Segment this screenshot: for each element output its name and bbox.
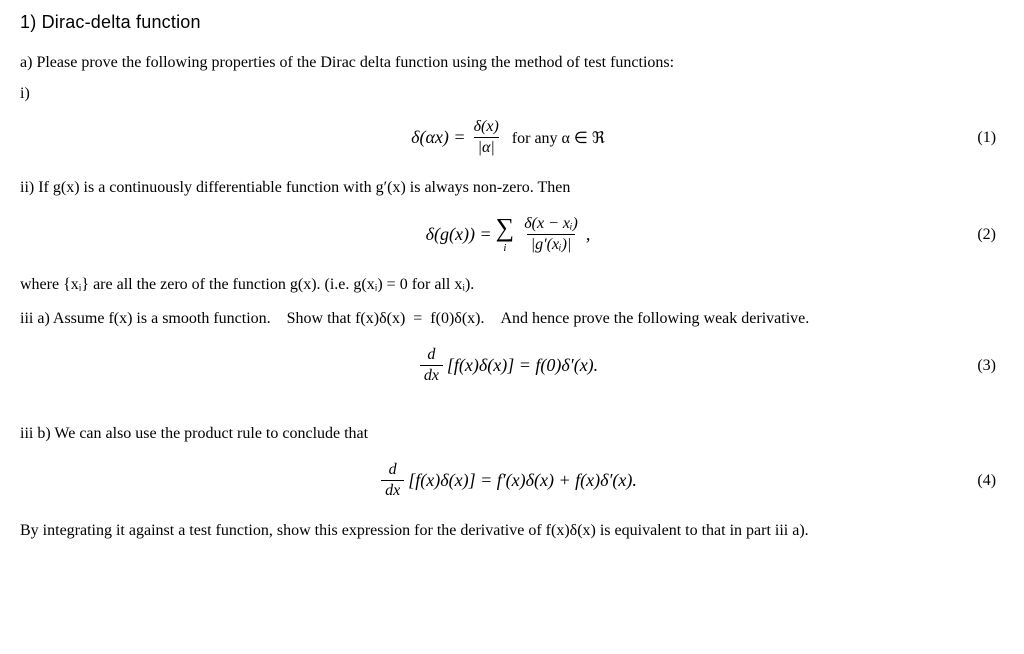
eq3-deriv-den: dx [420, 365, 443, 386]
eqnum-3: (3) [977, 357, 996, 374]
eq1-frac-den: |α| [474, 137, 499, 158]
part-iiia: iii a) Assume f(x) is a smooth function.… [20, 307, 1004, 331]
part-iiib-post: By integrating it against a test functio… [20, 519, 1004, 543]
equation-4: d dx [f(x)δ(x)] = f′(x)δ(x) + f(x)δ′(x).… [20, 460, 1004, 501]
part-a-label: a) [20, 54, 32, 71]
eq1-set: ℜ [592, 130, 605, 147]
section-title: Dirac-delta function [42, 12, 201, 32]
eq2-body: δ(g(x)) = ∑ i δ(x − xᵢ) |g′(xᵢ)| , [425, 214, 592, 255]
eq3-deriv: d dx [420, 345, 443, 386]
eq4-deriv: d dx [381, 460, 404, 501]
eq2-frac: δ(x − xᵢ) |g′(xᵢ)| [520, 214, 582, 255]
eq-number-3: (3) [599, 357, 1004, 375]
eqnum-4: (4) [977, 472, 996, 489]
equation-3: d dx [f(x)δ(x)] = f(0)δ′(x). (3) [20, 345, 1004, 386]
part-ii-post: where {xᵢ} are all the zero of the funct… [20, 273, 1004, 297]
equation-2: δ(g(x)) = ∑ i δ(x − xᵢ) |g′(xᵢ)| , (2) [20, 214, 1004, 255]
equation-1: δ(αx) = δ(x) |α| for any α ∈ ℜ (1) [20, 117, 1004, 158]
eqnum-2: (2) [977, 226, 996, 243]
eq4-body: d dx [f(x)δ(x)] = f′(x)δ(x) + f(x)δ′(x). [378, 460, 638, 501]
eq-body: δ(αx) = δ(x) |α| for any α ∈ ℜ [410, 117, 606, 158]
part-a-intro: a) Please prove the following properties… [20, 51, 1004, 75]
section-heading: 1) Dirac-delta function [20, 12, 1004, 33]
sum-subscript: i [503, 243, 506, 254]
part-iiia-label: iii a) [20, 310, 50, 327]
eq4-deriv-den: dx [381, 480, 404, 501]
part-ii-label: ii) [20, 179, 34, 196]
eq1-frac: δ(x) |α| [470, 117, 503, 158]
eq2-frac-num: δ(x − xᵢ) [520, 214, 582, 234]
eqnum-1: (1) [977, 129, 996, 146]
section-number: 1) [20, 12, 36, 32]
eq4-expr: [f(x)δ(x)] = f′(x)δ(x) + f(x)δ′(x). [408, 470, 637, 491]
part-ii-pre: If g(x) is a continuously differentiable… [38, 179, 570, 196]
part-i-label: i) [20, 85, 1004, 103]
sum-icon: ∑ i [496, 215, 515, 254]
eq1-lhs: δ(αx) = [411, 127, 465, 148]
eq2-comma: , [586, 224, 591, 245]
eq2-frac-den: |g′(xᵢ)| [527, 234, 576, 255]
part-ii: ii) If g(x) is a continuously differenti… [20, 176, 1004, 200]
eq1-trail: for any α ∈ ℜ [512, 128, 605, 148]
eq-number-1: (1) [606, 129, 1004, 147]
part-iiib-label: iii b) [20, 425, 51, 442]
eq1-trail-text: for any α ∈ [512, 130, 588, 147]
part-iiib-pre: iii b) We can also use the product rule … [20, 422, 1004, 446]
eq3-expr: [f(x)δ(x)] = f(0)δ′(x). [447, 355, 598, 376]
eq3-body: d dx [f(x)δ(x)] = f(0)δ′(x). [417, 345, 599, 386]
part-iiib-pre-text: We can also use the product rule to conc… [54, 425, 368, 442]
eq3-deriv-num: d [423, 345, 439, 365]
eq-number-2: (2) [591, 226, 1004, 244]
eq1-frac-num: δ(x) [470, 117, 503, 137]
spacer [20, 404, 1004, 422]
eq-number-4: (4) [638, 472, 1004, 490]
eq2-lhs: δ(g(x)) = [426, 224, 492, 245]
eq4-deriv-num: d [385, 460, 401, 480]
sum-symbol: ∑ [496, 215, 515, 241]
part-a-text: Please prove the following properties of… [36, 54, 674, 71]
part-iiia-text: Assume f(x) is a smooth function. Show t… [53, 310, 809, 327]
